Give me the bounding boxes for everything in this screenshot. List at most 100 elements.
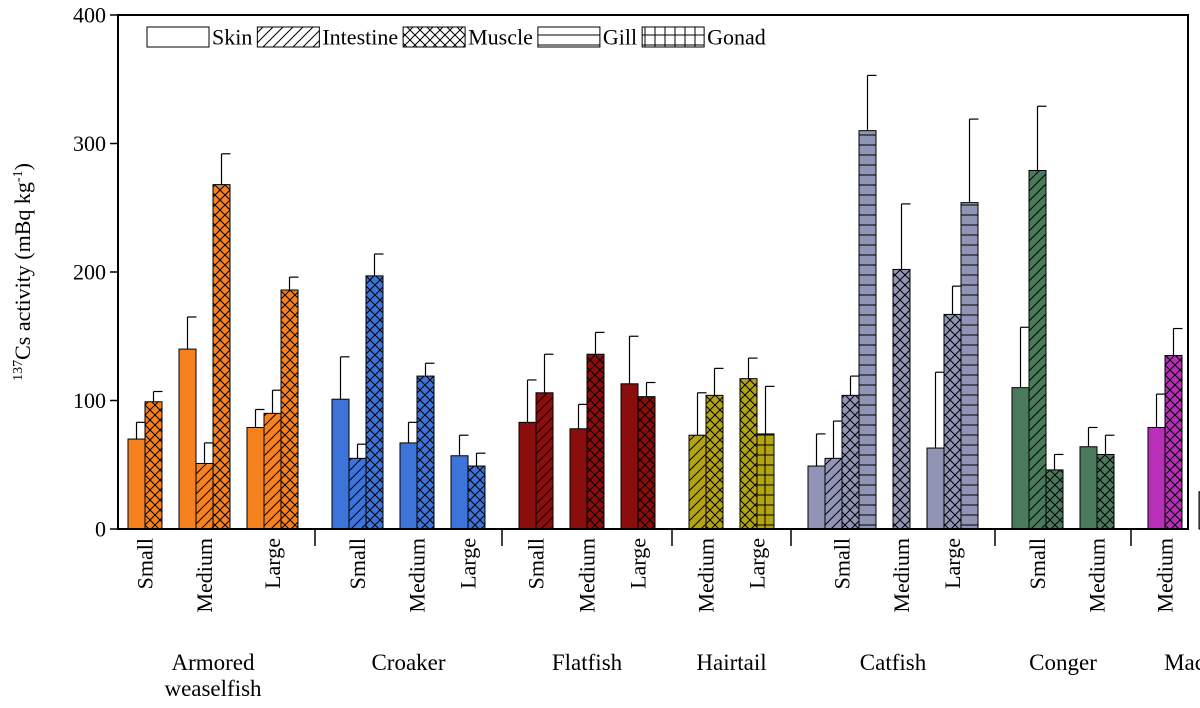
- bar-muscle: [739, 378, 758, 530]
- group-label: Large: [745, 538, 770, 589]
- error-bar: [543, 353, 554, 393]
- bars-layer: [127, 130, 1200, 530]
- error-bar: [254, 408, 265, 428]
- bar-intestine: [535, 392, 554, 530]
- error-bar: [815, 433, 826, 467]
- bar-skin: [569, 428, 588, 530]
- bar-muscle: [705, 394, 724, 530]
- error-bar: [594, 331, 605, 355]
- error-bar: [1019, 326, 1030, 388]
- bar-intestine: [688, 434, 707, 530]
- error-bar: [271, 389, 282, 414]
- species-label: Armored weaselfish: [164, 650, 262, 701]
- legend-swatch: [402, 26, 466, 48]
- error-bar: [407, 421, 418, 443]
- group-label: Medium: [889, 538, 914, 613]
- legend-swatch: [256, 26, 320, 48]
- species-label: Conger: [1029, 650, 1097, 675]
- y-axis: 0 100 200 300 400: [73, 3, 118, 542]
- legend-item-muscle: Muscle: [402, 25, 533, 50]
- error-bar: [220, 153, 231, 185]
- bar-skin: [331, 398, 350, 530]
- y-axis-label-close: ): [10, 163, 35, 170]
- bar-gill: [960, 202, 979, 530]
- error-bar: [458, 434, 469, 456]
- group-label: Medium: [1153, 538, 1178, 613]
- bar-muscle: [892, 268, 911, 530]
- error-bar: [1155, 393, 1166, 428]
- group-label: Large: [940, 538, 965, 589]
- legend-label: Gill: [603, 25, 637, 50]
- bar-skin: [620, 383, 639, 530]
- legend-item-intestine: Intestine: [256, 25, 398, 50]
- y-tick-label: 400: [73, 3, 106, 28]
- error-bar: [475, 452, 486, 467]
- legend-label: Gonad: [707, 25, 766, 50]
- bar-skin: [518, 421, 537, 530]
- y-tick-label: 300: [73, 131, 106, 156]
- error-bar: [1036, 105, 1047, 171]
- bar-muscle: [841, 394, 860, 530]
- error-bar: [373, 253, 384, 276]
- bar-intestine: [824, 457, 843, 530]
- bar-skin: [246, 426, 265, 530]
- group-label: Small: [345, 538, 370, 589]
- group-label: Large: [260, 538, 285, 589]
- error-bar: [696, 392, 707, 436]
- y-axis-label-isotope-mass: 137: [11, 360, 26, 381]
- species-label: Flatfish: [552, 650, 623, 675]
- error-bar: [866, 74, 877, 131]
- bar-muscle: [365, 275, 384, 530]
- error-bar: [764, 385, 775, 434]
- error-bar: [832, 420, 843, 459]
- error-bar: [968, 118, 979, 203]
- species-label: Mackerel: [1164, 650, 1200, 675]
- error-bar: [747, 357, 758, 379]
- group-label: Small: [1025, 538, 1050, 589]
- bar-intestine: [348, 457, 367, 530]
- species-label: Croaker: [371, 650, 445, 675]
- bar-intestine: [1028, 169, 1047, 530]
- bar-muscle: [467, 465, 486, 530]
- y-axis-label-unit-exponent: -1: [11, 170, 26, 182]
- bar-skin: [127, 438, 146, 530]
- legend-swatch: [537, 26, 601, 48]
- error-bar: [1172, 327, 1183, 356]
- error-bar: [526, 379, 537, 423]
- legend-item-gill: Gill: [537, 25, 637, 50]
- error-bar: [339, 356, 350, 400]
- bar-skin: [178, 348, 197, 530]
- bar-muscle: [586, 353, 605, 530]
- error-bar: [135, 421, 146, 440]
- error-bar: [934, 371, 945, 449]
- error-bar: [186, 316, 197, 350]
- error-bar: [1053, 453, 1064, 470]
- error-bar: [849, 375, 860, 396]
- error-bar: [203, 442, 214, 464]
- group-label: Small: [524, 538, 549, 589]
- y-tick-label: 200: [73, 260, 106, 285]
- species-label: Hairtail: [696, 650, 766, 675]
- bar-skin: [1079, 446, 1098, 530]
- group-label: Medium: [405, 538, 430, 613]
- bar-gill: [858, 130, 877, 530]
- bar-muscle: [144, 401, 163, 530]
- y-tick-label: 100: [73, 388, 106, 413]
- bar-muscle: [1096, 453, 1115, 530]
- group-label: Medium: [694, 538, 719, 613]
- legend-label: Muscle: [468, 25, 533, 50]
- bar-intestine: [195, 462, 214, 530]
- group-label: Small: [830, 538, 855, 589]
- bar-skin: [1147, 426, 1166, 530]
- legend-label: Skin: [212, 25, 252, 50]
- legend-swatch: [146, 26, 210, 48]
- bar-muscle: [637, 396, 656, 530]
- error-bar: [713, 367, 724, 396]
- bar-muscle: [1164, 355, 1183, 530]
- legend: Skin Intestine Muscle Gill Gonad: [146, 25, 766, 50]
- group-label: Small: [133, 538, 158, 589]
- group-label: Medium: [192, 538, 217, 613]
- group-label: Medium: [575, 538, 600, 613]
- legend-label: Intestine: [322, 25, 398, 50]
- error-bar: [900, 203, 911, 270]
